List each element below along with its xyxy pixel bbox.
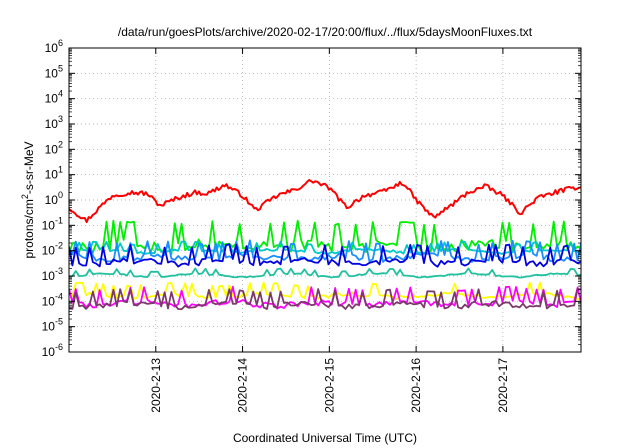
grid <box>69 48 581 352</box>
y-tick-label: 10-5 <box>42 317 63 334</box>
series-line <box>69 267 581 279</box>
y-tick-label: 102 <box>45 139 63 156</box>
y-axis-label: protons/cm2-s-sr-MeV <box>20 141 36 258</box>
x-tick-label: 2020-2-14 <box>236 358 250 413</box>
x-tick-label: 2020-2-15 <box>322 358 336 413</box>
x-tick-label: 2020-2-17 <box>496 358 510 413</box>
x-tick-label: 2020-2-16 <box>409 358 423 413</box>
y-tick-label: 105 <box>45 63 63 80</box>
y-tick-label: 101 <box>45 165 63 182</box>
y-tick-label: 10-6 <box>42 342 63 359</box>
y-tick-label: 106 <box>45 38 63 55</box>
y-axis-ticks: 106 105 104 103 102 101 100 10-1 10-2 10-3 10-4 10-… <box>42 38 581 359</box>
y-tick-label: 10-2 <box>42 241 63 258</box>
series-line <box>69 239 581 263</box>
series-line <box>69 243 581 268</box>
y-tick-label: 103 <box>45 114 63 131</box>
y-tick-label: 10-1 <box>42 215 63 232</box>
x-axis-label: Coordinated Universal Time (UTC) <box>233 431 417 445</box>
series-line <box>69 288 581 311</box>
y-tick-label: 10-4 <box>42 291 63 308</box>
y-tick-label: 100 <box>45 190 63 207</box>
y-tick-label: 104 <box>45 89 63 106</box>
data-series <box>69 179 581 311</box>
chart-title: /data/run/goesPlots/archive/2020-02-17/2… <box>118 25 533 39</box>
x-tick-label: 2020-2-13 <box>149 358 163 413</box>
x-axis-ticks: 2020-2-13 2020-2-14 2020-2-15 2020-2-16 2020… <box>149 48 510 413</box>
y-tick-label: 10-3 <box>42 266 63 283</box>
series-line <box>69 179 581 224</box>
